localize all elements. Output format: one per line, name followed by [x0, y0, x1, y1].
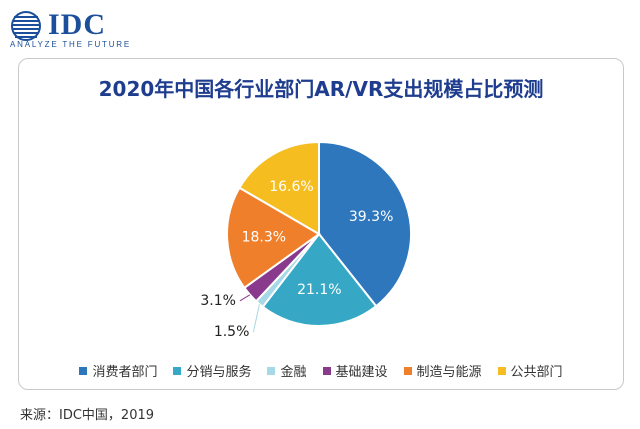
slice-label: 39.3%	[349, 209, 393, 225]
idc-logo: IDC ANALYZE THE FUTURE	[8, 8, 168, 49]
chart-card: 2020年中国各行业部门AR/VR支出规模占比预测 39.3% 21.1% 1.5%…	[18, 58, 624, 390]
slice-label: 18.3%	[242, 230, 286, 246]
legend-item: 制造与能源	[403, 361, 482, 380]
source-note: 来源：IDC中国，2019	[20, 408, 155, 423]
pie-slice	[261, 232, 378, 327]
legend-item: 消费者部门	[79, 361, 157, 380]
chart-legend: 消费者部门 分销与服务 金融 基础建设 制造与能源 公共部门	[19, 361, 623, 380]
leader-line	[239, 294, 251, 302]
legend-label: 分销与服务	[186, 365, 252, 380]
leader-line	[252, 303, 260, 333]
legend-swatch	[267, 366, 276, 375]
legend-item: 基础建设	[322, 361, 388, 380]
logo-brand: IDC	[48, 8, 107, 41]
pie-slice	[238, 140, 320, 236]
chart-title: 2020年中国各行业部门AR/VR支出规模占比预测	[98, 77, 544, 101]
legend-label: 公共部门	[510, 365, 563, 380]
pie-slice	[318, 140, 412, 308]
legend-item: 公共部门	[497, 361, 563, 380]
legend-swatch	[173, 366, 182, 375]
legend-swatch	[497, 366, 506, 375]
legend-label: 基础建设	[335, 365, 388, 380]
legend-item: 金融	[267, 361, 307, 380]
legend-swatch	[79, 366, 88, 375]
pie-chart: 39.3% 21.1% 1.5% 3.1% 18.3% 16.6%	[200, 140, 412, 340]
slice-label: 21.1%	[297, 282, 341, 298]
slice-label: 1.5%	[214, 324, 250, 340]
legend-label: 制造与能源	[416, 365, 482, 380]
legend-label: 消费者部门	[92, 365, 158, 380]
legend-item: 分销与服务	[173, 361, 251, 380]
legend-swatch	[322, 366, 331, 375]
globe-icon	[11, 11, 41, 41]
pie-slice	[226, 186, 321, 290]
legend-swatch	[403, 366, 412, 375]
logo-tagline: ANALYZE THE FUTURE	[10, 40, 132, 49]
slice-label: 3.1%	[200, 293, 236, 309]
slice-label: 16.6%	[269, 179, 313, 195]
legend-label: 金融	[280, 365, 307, 380]
